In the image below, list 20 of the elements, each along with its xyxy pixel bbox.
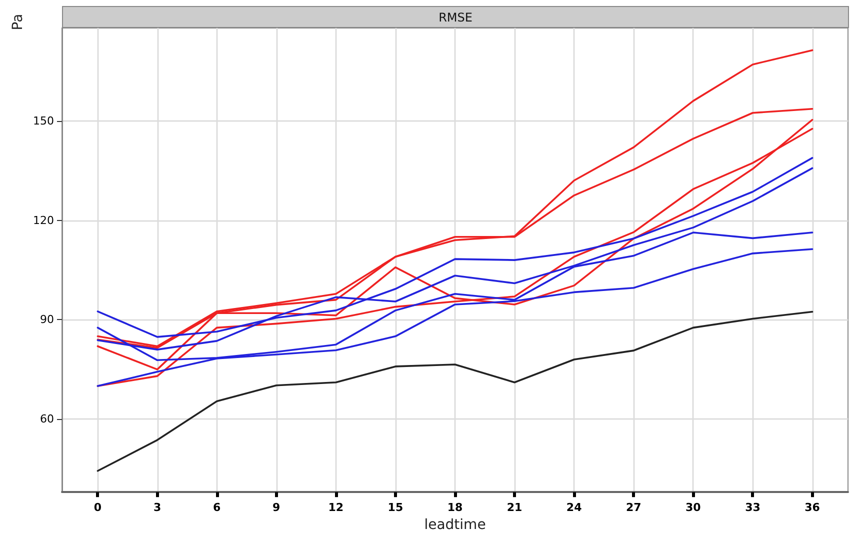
chart-title: RMSE <box>438 10 472 24</box>
x-tick-label: 27 <box>626 501 642 514</box>
y-tick-label: 60 <box>40 412 54 426</box>
x-tick-label: 3 <box>153 501 162 514</box>
x-tick-label: 33 <box>745 501 760 514</box>
x-tick-label: 18 <box>447 501 463 514</box>
y-axis-title: Pa <box>10 14 26 30</box>
y-tick-label: 90 <box>40 313 54 326</box>
x-axis-title: leadtime <box>424 517 486 533</box>
y-tick-label: 150 <box>33 114 54 128</box>
x-tick-label: 30 <box>686 501 702 514</box>
x-tick-label: 6 <box>212 501 221 514</box>
x-tick-label: 9 <box>272 501 280 514</box>
x-tick-label: 21 <box>506 501 522 514</box>
x-tick-label: 12 <box>328 501 344 514</box>
x-tick-label: 0 <box>94 501 102 514</box>
x-tick-label: 36 <box>804 501 820 514</box>
x-tick-label: 24 <box>566 501 582 514</box>
y-tick-label: 120 <box>33 214 54 227</box>
x-tick-label: 15 <box>388 501 404 514</box>
